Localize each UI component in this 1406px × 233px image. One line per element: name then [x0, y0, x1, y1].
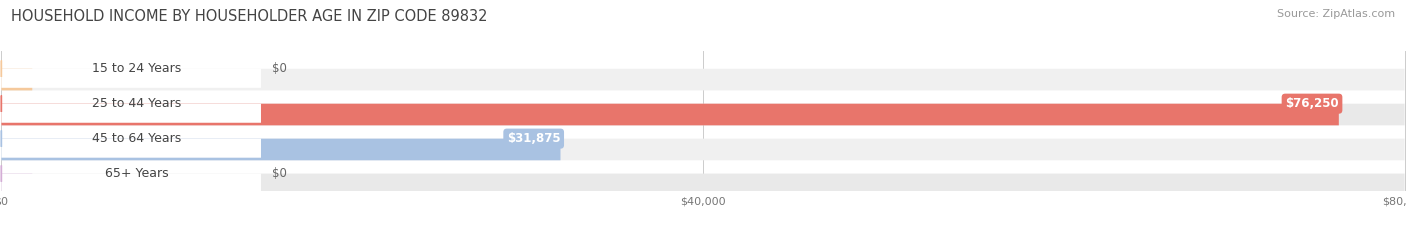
- FancyBboxPatch shape: [1, 174, 32, 195]
- FancyBboxPatch shape: [1, 139, 1405, 160]
- Text: $76,250: $76,250: [1285, 97, 1339, 110]
- FancyBboxPatch shape: [1, 104, 262, 123]
- Text: HOUSEHOLD INCOME BY HOUSEHOLDER AGE IN ZIP CODE 89832: HOUSEHOLD INCOME BY HOUSEHOLDER AGE IN Z…: [11, 9, 488, 24]
- FancyBboxPatch shape: [1, 174, 1405, 195]
- Text: $31,875: $31,875: [508, 132, 561, 145]
- FancyBboxPatch shape: [1, 139, 262, 158]
- FancyBboxPatch shape: [1, 69, 32, 90]
- FancyBboxPatch shape: [1, 174, 262, 193]
- Text: 15 to 24 Years: 15 to 24 Years: [91, 62, 181, 75]
- FancyBboxPatch shape: [1, 139, 561, 160]
- FancyBboxPatch shape: [1, 69, 1405, 90]
- FancyBboxPatch shape: [1, 104, 1339, 125]
- FancyBboxPatch shape: [1, 104, 1405, 125]
- Text: Source: ZipAtlas.com: Source: ZipAtlas.com: [1277, 9, 1395, 19]
- Text: 25 to 44 Years: 25 to 44 Years: [91, 97, 181, 110]
- Text: $0: $0: [273, 62, 287, 75]
- FancyBboxPatch shape: [1, 69, 262, 88]
- Text: 65+ Years: 65+ Years: [104, 167, 169, 180]
- Text: $0: $0: [273, 167, 287, 180]
- Text: 45 to 64 Years: 45 to 64 Years: [91, 132, 181, 145]
